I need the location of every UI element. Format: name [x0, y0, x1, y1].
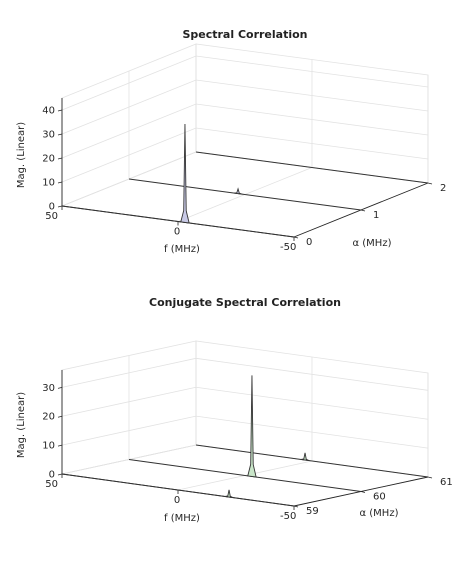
z-tick-label: 30	[42, 130, 55, 141]
z-axis-label: Mag. (Linear)	[16, 122, 27, 188]
z-tick-label: 10	[42, 441, 55, 452]
x-tick-label: 50	[45, 479, 58, 490]
z-tick	[57, 133, 63, 136]
y-tick-label: 61	[440, 477, 453, 488]
y-tick	[427, 182, 433, 185]
peak	[233, 187, 243, 195]
z-axis-label: Mag. (Linear)	[16, 392, 27, 458]
z-tick-label: 20	[42, 412, 55, 423]
y-tick-label: 0	[306, 237, 312, 248]
x-tick-label: -50	[280, 242, 296, 253]
chart-title: Spectral Correlation	[182, 28, 307, 41]
z-gridline	[61, 55, 429, 111]
trace-baseline	[195, 151, 429, 184]
y-tick	[293, 505, 299, 508]
trace-baseline	[195, 444, 429, 478]
chart-title: Conjugate Spectral Correlation	[149, 296, 341, 309]
y-axis-label: α (MHz)	[353, 238, 392, 249]
z-tick	[57, 181, 63, 184]
z-tick	[57, 157, 63, 160]
x-tick-label: 0	[174, 227, 180, 238]
z-tick	[57, 386, 63, 389]
y-axis-label: α (MHz)	[360, 508, 399, 519]
z-tick-label: 30	[42, 383, 55, 394]
peak	[247, 375, 257, 478]
x-axis-label: f (MHz)	[164, 244, 200, 255]
z-tick	[57, 444, 63, 447]
trace-baseline	[128, 459, 362, 492]
z-tick	[57, 415, 63, 418]
y-tick	[360, 491, 366, 493]
z-gridline	[61, 415, 429, 449]
y-tick-label: 59	[306, 506, 319, 517]
y-tick-label: 1	[373, 210, 379, 221]
y-tick	[293, 236, 299, 239]
peak	[300, 452, 310, 462]
x-tick-label: -50	[280, 511, 296, 522]
z-gridline	[61, 357, 429, 391]
x-tick-label: 0	[174, 495, 180, 506]
z-tick-label: 40	[42, 106, 55, 117]
z-tick	[57, 109, 63, 112]
z-tick-label: 0	[49, 470, 55, 481]
z-gridline	[61, 444, 429, 478]
y-tick	[360, 209, 366, 212]
y-tick-label: 2	[440, 183, 446, 194]
z-tick	[57, 205, 63, 208]
z-tick-label: 20	[42, 154, 55, 165]
peak	[224, 489, 234, 499]
y-tick-label: 60	[373, 492, 386, 503]
z-gridline	[61, 386, 429, 420]
z-tick	[57, 473, 63, 476]
y-tick	[427, 476, 433, 479]
z-tick-label: 10	[42, 178, 55, 189]
trace-baseline	[128, 178, 362, 211]
x-axis-label: f (MHz)	[164, 513, 200, 524]
x-tick-label: 50	[45, 211, 58, 222]
peak	[180, 124, 190, 224]
z-tick-label: 0	[49, 202, 55, 213]
